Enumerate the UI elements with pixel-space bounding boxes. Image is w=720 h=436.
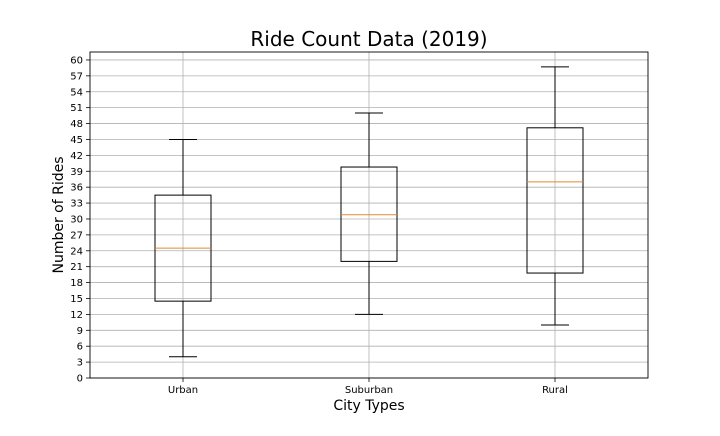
y-tick-label: 45 <box>70 135 83 146</box>
y-tick-label: 48 <box>70 119 83 130</box>
box-suburban <box>340 112 398 315</box>
y-tick-label: 18 <box>70 278 83 289</box>
y-tick-label: 57 <box>70 71 83 82</box>
y-tick-label: 33 <box>70 199 83 210</box>
x-tick-label: Suburban <box>345 385 393 396</box>
y-tick-label: 3 <box>77 358 83 369</box>
y-axis-label: Number of Rides <box>51 156 67 273</box>
chart-title: Ride Count Data (2019) <box>250 27 487 51</box>
y-tick-label: 9 <box>77 326 83 337</box>
y-tick-label: 15 <box>70 294 83 305</box>
axis-layer: 03691215182124273033363942454851545760Ur… <box>70 51 649 396</box>
y-tick-label: 30 <box>70 214 83 225</box>
y-tick-label: 39 <box>70 167 83 178</box>
box-layer <box>154 66 584 358</box>
y-tick-label: 42 <box>70 151 83 162</box>
box-rural <box>526 66 584 326</box>
y-tick-label: 54 <box>70 87 83 98</box>
x-tick-label: Urban <box>168 385 198 396</box>
x-axis-label: City Types <box>333 398 404 414</box>
box-urban <box>154 138 212 358</box>
y-tick-label: 12 <box>70 310 83 321</box>
y-tick-label: 0 <box>77 374 83 385</box>
x-tick-label: Rural <box>542 385 568 396</box>
iqr-box <box>526 127 584 274</box>
y-tick-label: 21 <box>70 262 83 273</box>
y-tick-label: 6 <box>77 342 83 353</box>
y-tick-label: 51 <box>70 103 83 114</box>
plot-frame <box>89 51 649 379</box>
y-tick-label: 27 <box>70 230 83 241</box>
y-tick-label: 60 <box>70 55 83 66</box>
iqr-box <box>340 166 398 262</box>
y-tick-label: 36 <box>70 183 83 194</box>
y-tick-label: 24 <box>70 246 83 257</box>
